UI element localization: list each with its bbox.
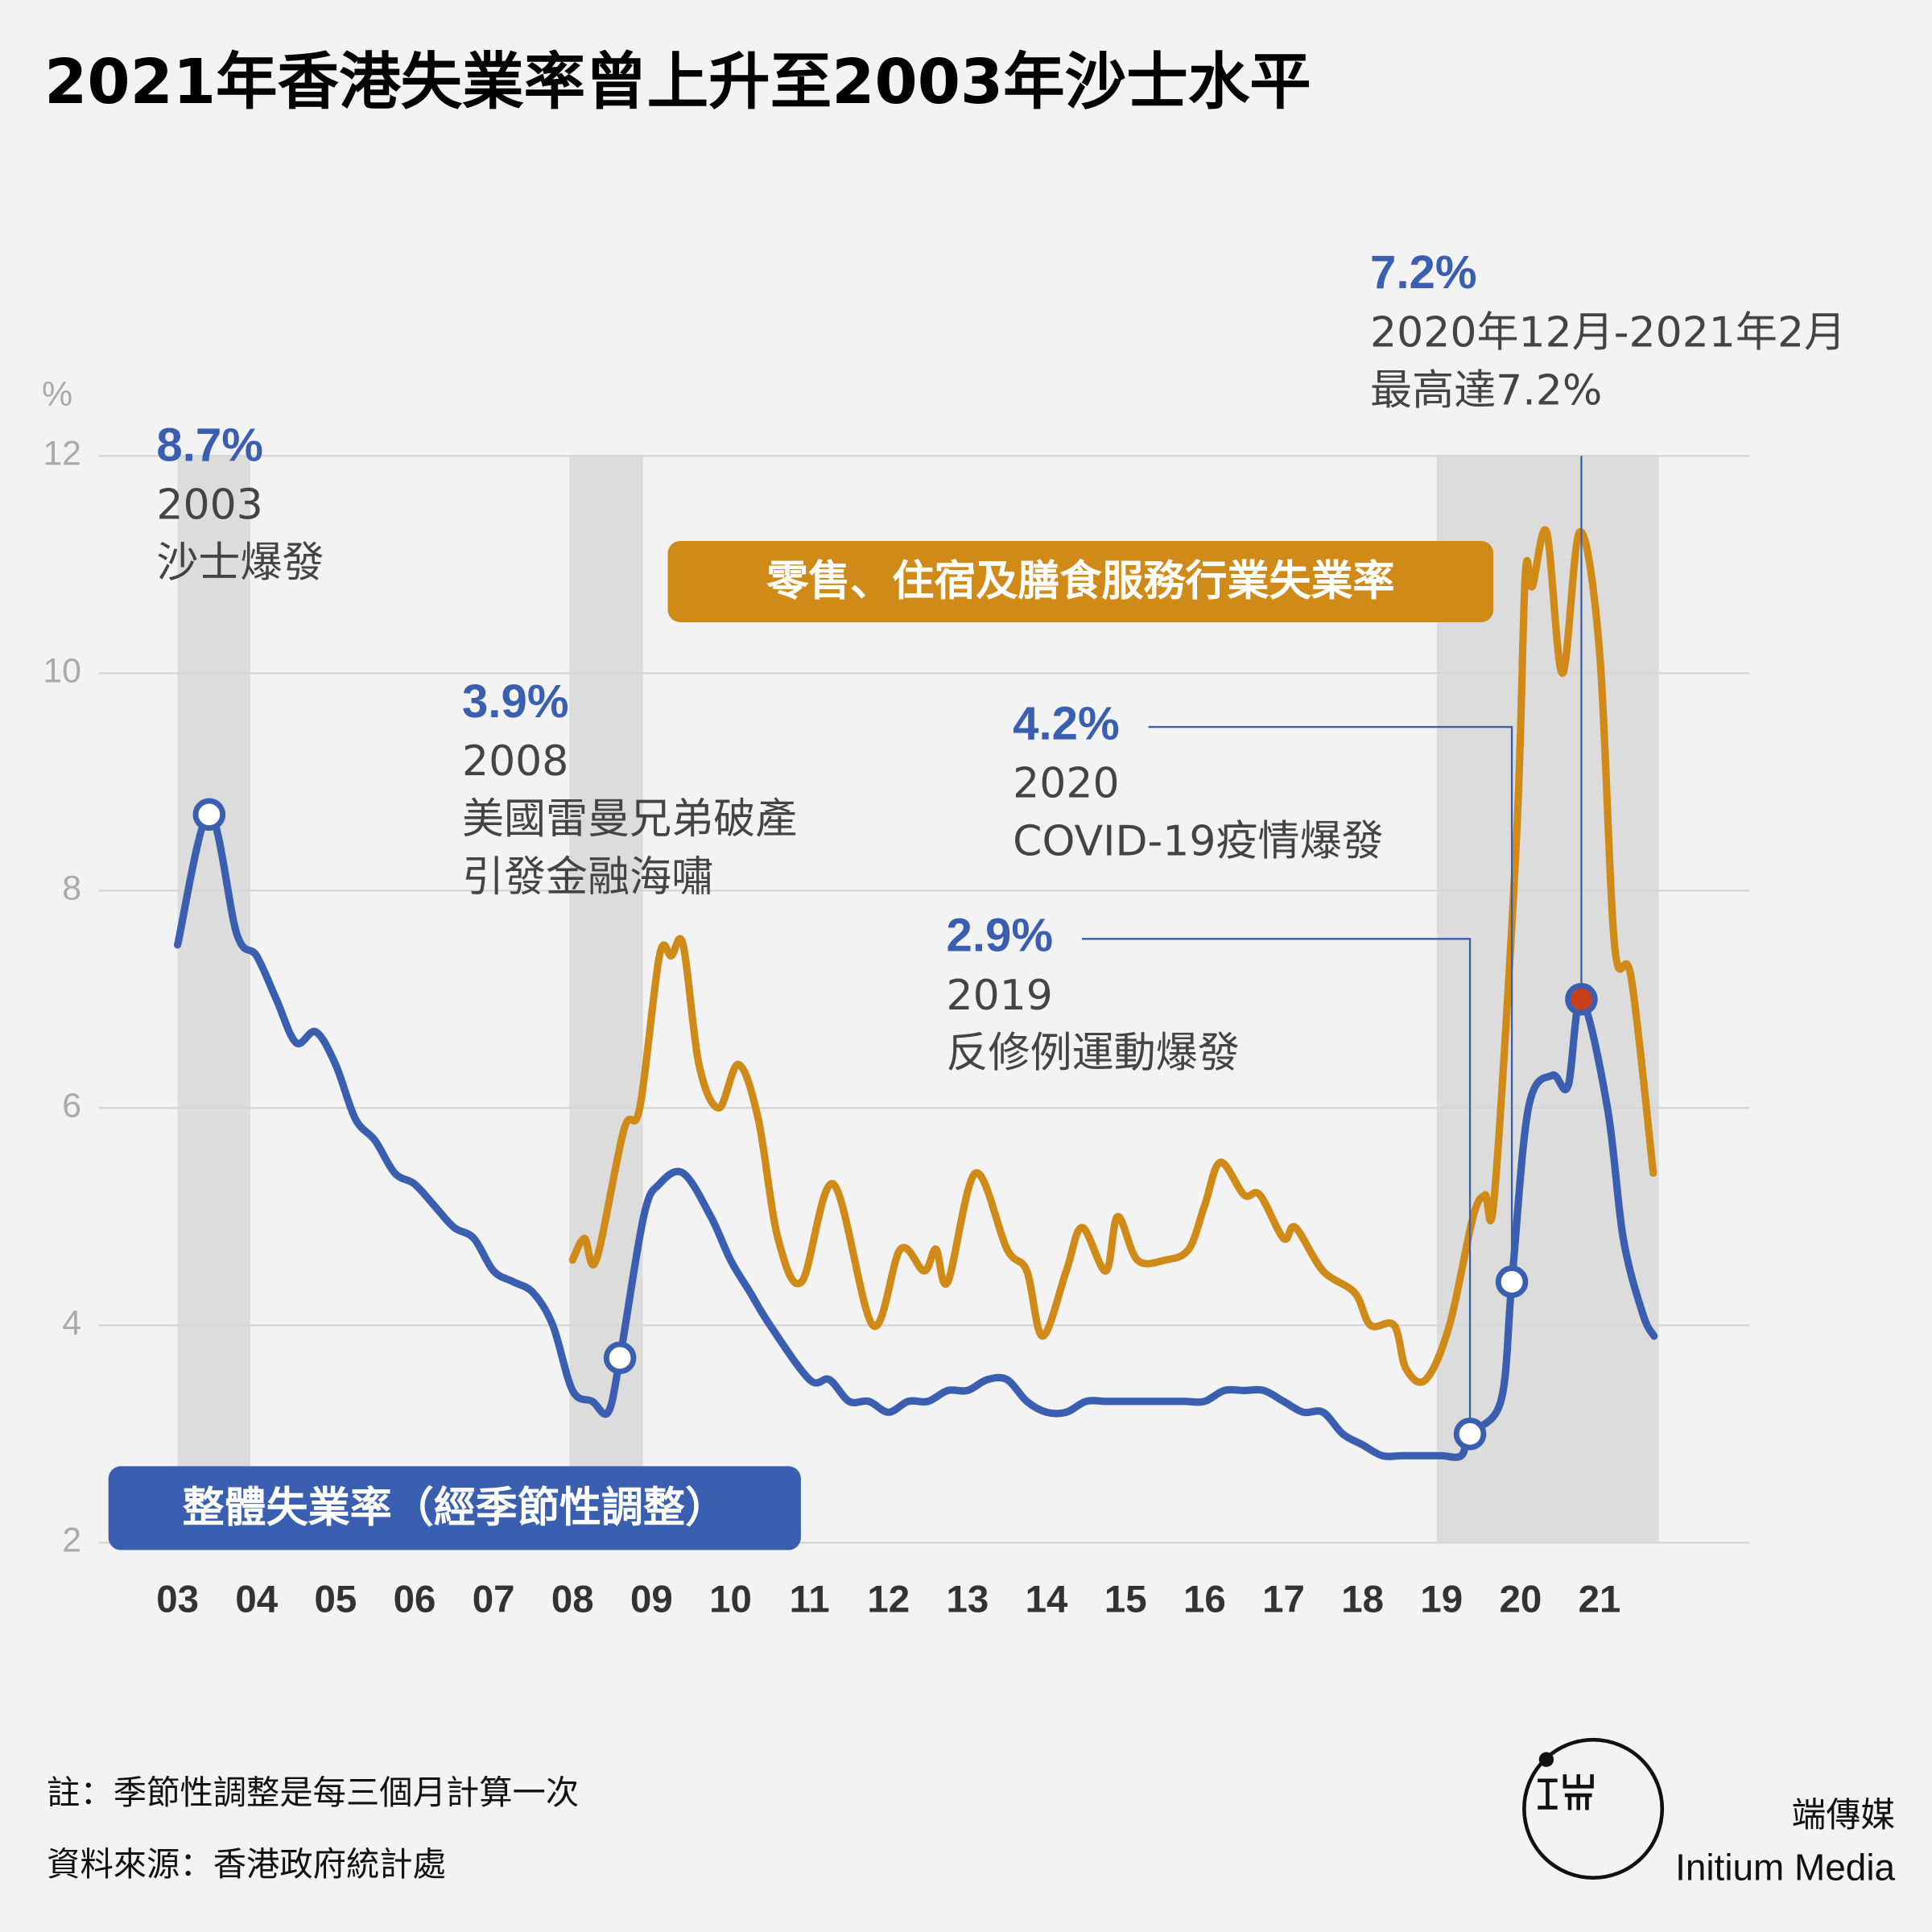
annotation-text: 引發金融海嘯 bbox=[462, 853, 713, 902]
annotation-text: 反修例運動爆發 bbox=[947, 1030, 1240, 1078]
y-axis-unit: % bbox=[42, 375, 72, 414]
x-tick-label: 21 bbox=[1579, 1578, 1621, 1620]
annotation-text: 2019 bbox=[947, 972, 1053, 1020]
legend-box bbox=[667, 540, 1494, 622]
x-tick-label: 14 bbox=[1026, 1578, 1068, 1620]
logo-dot bbox=[1538, 1752, 1554, 1767]
legend-box bbox=[108, 1466, 801, 1550]
x-tick-label: 07 bbox=[473, 1578, 515, 1620]
brand-name-en: Initium Media bbox=[1675, 1847, 1895, 1889]
y-tick-label: 4 bbox=[62, 1304, 81, 1343]
source: 資料來源：香港政府統計處 bbox=[47, 1845, 446, 1884]
annotation-text: 2020 bbox=[1013, 760, 1119, 808]
x-tick-label: 15 bbox=[1104, 1578, 1147, 1620]
y-tick-label: 10 bbox=[43, 652, 81, 691]
x-tick-label: 03 bbox=[156, 1578, 199, 1620]
x-tick-label: 16 bbox=[1183, 1578, 1226, 1620]
x-tick-label: 13 bbox=[947, 1578, 989, 1620]
logo-ring bbox=[1522, 1737, 1665, 1880]
point-marker bbox=[603, 1341, 637, 1375]
x-tick-label: 18 bbox=[1341, 1578, 1384, 1620]
x-tick-label: 17 bbox=[1262, 1578, 1305, 1620]
legend-label: 零售、住宿及膳食服務行業失業率 bbox=[766, 558, 1394, 606]
x-tick-label: 04 bbox=[235, 1578, 278, 1620]
shaded-period bbox=[1436, 456, 1659, 1543]
leader-line bbox=[1081, 938, 1472, 1435]
shaded-period bbox=[177, 456, 250, 1543]
shaded-periods bbox=[177, 456, 1659, 1543]
annotation-text: COVID-19疫情爆發 bbox=[1013, 817, 1383, 865]
x-tick-label: 10 bbox=[709, 1578, 752, 1620]
footnote: 註：季節性調整是每三個月計算一次 bbox=[47, 1773, 579, 1812]
annotation-text: 2008 bbox=[462, 737, 568, 786]
grid: 2 4 6 8 10 12 03 04 05 06 07 08 09 10 11 12 13 14 15 16 17 18… bbox=[43, 435, 1750, 1620]
x-tick-label: 08 bbox=[551, 1578, 594, 1620]
point-marker bbox=[192, 798, 226, 832]
annotation-text: 2020年12月-2021年2月 bbox=[1370, 308, 1846, 357]
x-tick-label: 20 bbox=[1499, 1578, 1542, 1620]
x-tick-label: 19 bbox=[1420, 1578, 1463, 1620]
series-line bbox=[568, 526, 1657, 1386]
brand-name: 端傳媒 bbox=[1792, 1795, 1896, 1835]
x-tick-label: 09 bbox=[630, 1578, 673, 1620]
leader-line bbox=[1148, 725, 1513, 1282]
annotation-value: 7.2% bbox=[1370, 246, 1477, 299]
legend-label: 整體失業率（經季節性調整） bbox=[183, 1484, 727, 1533]
logo-glyph bbox=[1538, 1774, 1594, 1810]
x-tick-label: 11 bbox=[790, 1578, 830, 1620]
x-tick-label: 06 bbox=[394, 1578, 436, 1620]
y-tick-label: 6 bbox=[62, 1087, 81, 1125]
annotation-text: 美國雷曼兄弟破產 bbox=[462, 795, 797, 844]
point-marker bbox=[1565, 983, 1598, 1016]
annotation-text: 最高達7.2% bbox=[1370, 366, 1602, 415]
annotations: 整體失業率（經季節性調整） 零售、住宿及膳食服務行業失業率 8.7% 2003 沙士爆發… bbox=[108, 246, 1846, 1550]
y-tick-label: 12 bbox=[43, 435, 81, 473]
annotation-text: 沙士爆發 bbox=[156, 539, 324, 588]
logo bbox=[1522, 1737, 1665, 1880]
annotation-value: 4.2% bbox=[1013, 697, 1120, 749]
point-marker bbox=[1495, 1265, 1529, 1298]
y-tick-label: 8 bbox=[62, 869, 81, 908]
shaded-period bbox=[569, 456, 643, 1543]
x-tick-label: 12 bbox=[867, 1578, 910, 1620]
annotation-text: 2003 bbox=[156, 481, 262, 530]
chart-title: 2021年香港失業率曾上升至2003年沙士水平 bbox=[44, 47, 1311, 118]
x-tick-label: 05 bbox=[314, 1578, 357, 1620]
annotation-value: 2.9% bbox=[947, 910, 1054, 962]
y-tick-label: 2 bbox=[62, 1521, 81, 1560]
annotation-value: 3.9% bbox=[462, 675, 569, 728]
annotation-value: 8.7% bbox=[156, 419, 263, 472]
point-marker bbox=[1453, 1418, 1487, 1451]
